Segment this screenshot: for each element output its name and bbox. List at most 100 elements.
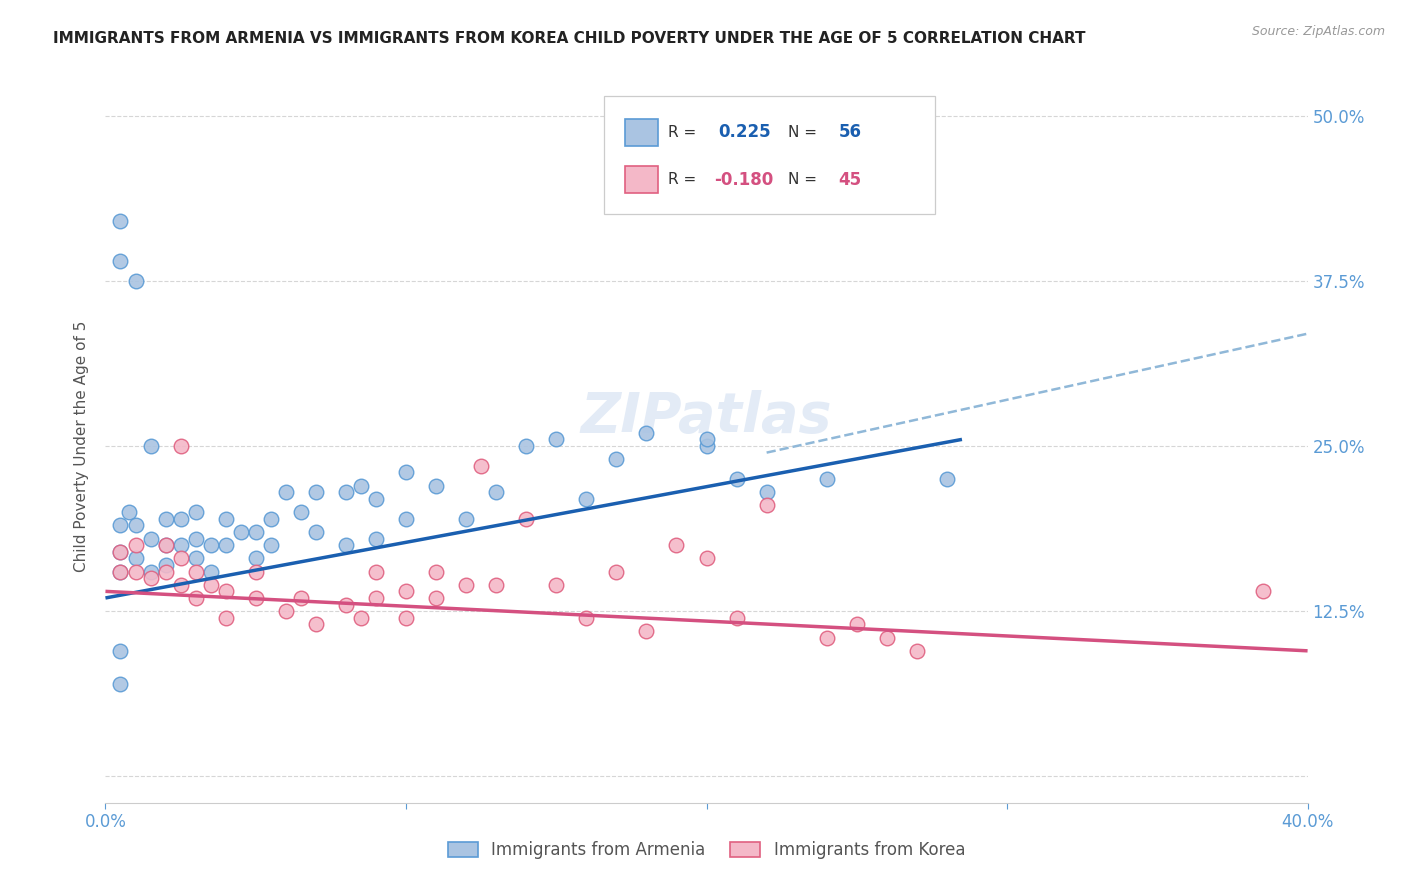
Text: N =: N = xyxy=(789,172,823,187)
Point xyxy=(350,611,373,625)
Point xyxy=(110,214,132,228)
Point xyxy=(139,571,162,585)
Point xyxy=(184,565,207,579)
Point xyxy=(454,578,477,592)
Point xyxy=(425,478,447,492)
Point xyxy=(110,545,132,559)
Point xyxy=(245,524,267,539)
Text: ZIPatlas: ZIPatlas xyxy=(581,391,832,444)
Text: 56: 56 xyxy=(839,123,862,141)
Point xyxy=(815,472,838,486)
Point xyxy=(124,551,146,566)
Text: -0.180: -0.180 xyxy=(714,171,773,189)
Point xyxy=(936,472,959,486)
Point xyxy=(364,532,387,546)
Point xyxy=(200,578,222,592)
Point xyxy=(214,511,236,525)
Point xyxy=(665,538,688,552)
Point xyxy=(605,565,627,579)
Point xyxy=(260,511,283,525)
Point xyxy=(245,591,267,605)
Point xyxy=(200,538,222,552)
Point xyxy=(1251,584,1274,599)
Point xyxy=(214,584,236,599)
Point xyxy=(124,565,146,579)
Point xyxy=(184,591,207,605)
Point xyxy=(725,472,748,486)
Point xyxy=(575,611,598,625)
Point xyxy=(124,274,146,288)
Point xyxy=(290,591,312,605)
Point xyxy=(364,565,387,579)
Point xyxy=(229,524,252,539)
Point xyxy=(169,578,191,592)
Point xyxy=(515,511,537,525)
Point xyxy=(184,505,207,519)
Point xyxy=(305,485,328,500)
Point xyxy=(245,565,267,579)
Point xyxy=(335,598,357,612)
Point xyxy=(139,532,162,546)
Point xyxy=(395,584,418,599)
Point xyxy=(395,511,418,525)
Point xyxy=(110,565,132,579)
Text: N =: N = xyxy=(789,125,823,139)
Point xyxy=(184,551,207,566)
Point xyxy=(169,551,191,566)
Point xyxy=(200,565,222,579)
Point xyxy=(245,551,267,566)
Point xyxy=(274,485,297,500)
Point xyxy=(305,524,328,539)
Point xyxy=(454,511,477,525)
Point xyxy=(169,538,191,552)
Point xyxy=(696,433,718,447)
Point xyxy=(124,538,146,552)
Text: Source: ZipAtlas.com: Source: ZipAtlas.com xyxy=(1251,25,1385,38)
Point xyxy=(425,591,447,605)
Point xyxy=(575,491,598,506)
Point xyxy=(110,545,132,559)
Y-axis label: Child Poverty Under the Age of 5: Child Poverty Under the Age of 5 xyxy=(75,320,90,572)
Point xyxy=(184,532,207,546)
Point xyxy=(155,538,177,552)
Point xyxy=(515,439,537,453)
Point xyxy=(395,611,418,625)
Point xyxy=(546,578,568,592)
Point xyxy=(546,433,568,447)
Point xyxy=(118,505,141,519)
FancyBboxPatch shape xyxy=(605,96,935,214)
Text: R =: R = xyxy=(668,125,702,139)
Legend: Immigrants from Armenia, Immigrants from Korea: Immigrants from Armenia, Immigrants from… xyxy=(441,835,972,866)
Point xyxy=(335,485,357,500)
Point xyxy=(139,565,162,579)
Point xyxy=(905,644,928,658)
Point xyxy=(395,466,418,480)
Point xyxy=(155,538,177,552)
Point xyxy=(696,551,718,566)
Point xyxy=(124,518,146,533)
Point xyxy=(636,425,658,440)
Point xyxy=(815,631,838,645)
Point xyxy=(876,631,898,645)
Point xyxy=(155,511,177,525)
Point xyxy=(260,538,283,552)
Point xyxy=(110,677,132,691)
Point xyxy=(485,578,508,592)
Point xyxy=(755,485,778,500)
Point xyxy=(274,604,297,618)
Point xyxy=(335,538,357,552)
Bar xyxy=(624,166,658,193)
Point xyxy=(214,611,236,625)
Point xyxy=(305,617,328,632)
Point xyxy=(725,611,748,625)
Point xyxy=(110,518,132,533)
Point xyxy=(169,511,191,525)
Point xyxy=(605,452,627,467)
Point xyxy=(350,478,373,492)
Point xyxy=(155,558,177,572)
Text: 0.225: 0.225 xyxy=(718,123,770,141)
Point xyxy=(364,491,387,506)
Point xyxy=(214,538,236,552)
Point xyxy=(364,591,387,605)
Point xyxy=(110,254,132,268)
